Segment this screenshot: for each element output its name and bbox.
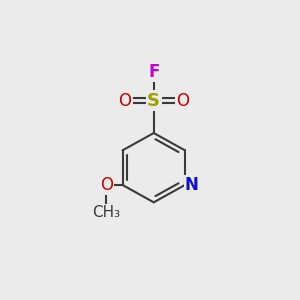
Text: O: O: [176, 92, 189, 110]
Text: F: F: [148, 63, 159, 81]
Text: N: N: [185, 176, 199, 194]
Text: O: O: [100, 176, 113, 194]
Text: CH₃: CH₃: [92, 205, 121, 220]
Text: O: O: [118, 92, 131, 110]
Text: S: S: [147, 92, 160, 110]
